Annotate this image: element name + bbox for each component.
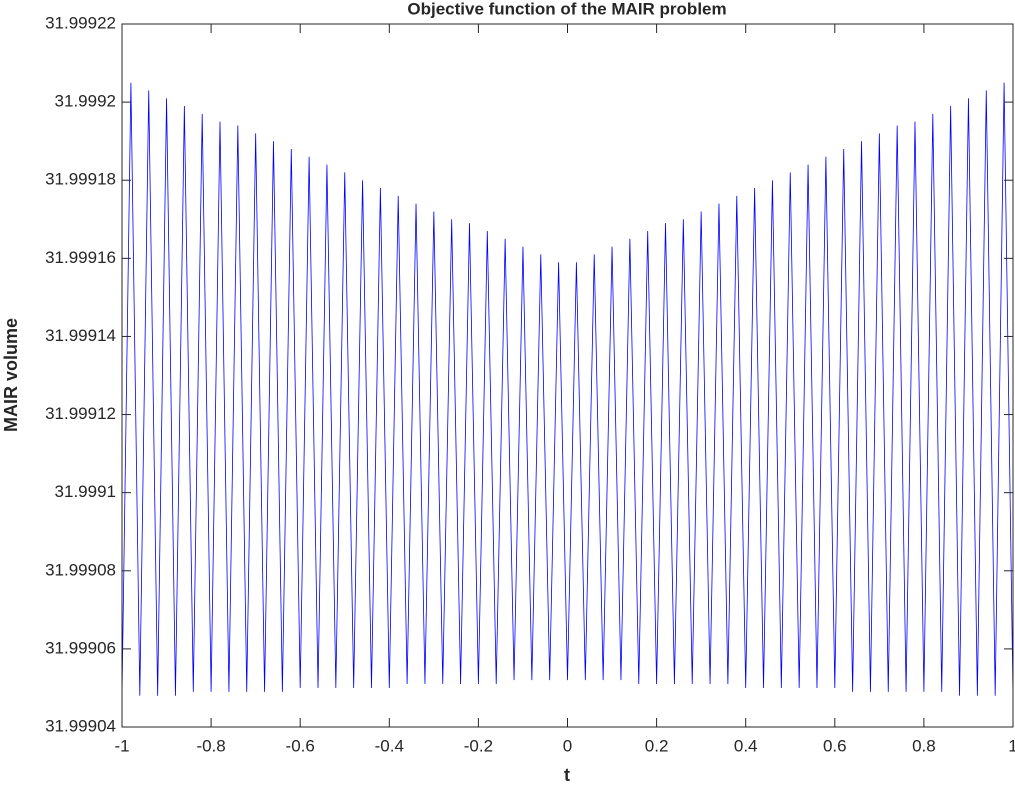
y-tick-label: 31.99922 (45, 13, 116, 32)
y-tick-label: 31.99904 (45, 716, 116, 735)
y-tick-label: 31.99912 (45, 404, 116, 423)
y-tick-label: 31.9992 (55, 92, 116, 111)
y-tick-label: 31.99916 (45, 248, 116, 267)
x-tick-label: 0.6 (823, 736, 847, 755)
y-axis-label: MAIR volume (1, 318, 21, 432)
x-tick-label: -0.2 (464, 736, 493, 755)
line (121, 82, 1014, 696)
y-tick-label: 31.99908 (45, 560, 116, 579)
x-tick-label: -0.6 (286, 736, 315, 755)
y-tick-label: 31.9991 (55, 482, 116, 501)
x-tick-label: -1 (114, 736, 129, 755)
chart-title: Objective function of the MAIR problem (407, 0, 726, 18)
x-tick-label: 0.4 (734, 736, 758, 755)
x-axis-label: t (564, 765, 570, 785)
x-tick-label: 1 (1008, 736, 1015, 755)
y-tick-label: 31.99906 (45, 638, 116, 657)
x-tick-label: 0.8 (912, 736, 936, 755)
x-tick-label: -0.4 (375, 736, 404, 755)
y-tick-label: 31.99914 (45, 326, 116, 345)
y-tick-label: 31.99918 (45, 170, 116, 189)
x-tick-label: 0.2 (645, 736, 669, 755)
x-tick-label: 0 (563, 736, 572, 755)
x-tick-label: -0.8 (196, 736, 225, 755)
